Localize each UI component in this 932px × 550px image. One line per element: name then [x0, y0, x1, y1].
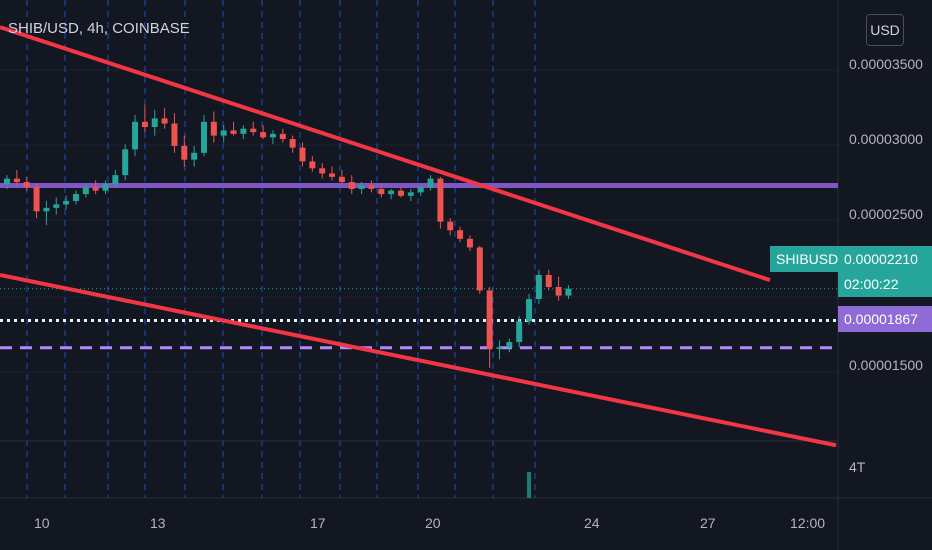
- candle-body: [269, 133, 276, 138]
- volume-bar: [527, 472, 532, 498]
- candle-body: [358, 185, 365, 189]
- candle-body: [398, 190, 404, 196]
- price-tick: 0.00001500: [849, 357, 923, 373]
- candle-body: [161, 118, 168, 124]
- candle-body: [417, 187, 424, 193]
- candle-body: [545, 274, 552, 287]
- candle-body: [72, 194, 79, 201]
- candle-body: [378, 188, 385, 195]
- candle-body: [102, 183, 109, 191]
- candle-body: [230, 130, 237, 134]
- time-tick: 10: [34, 515, 50, 531]
- candle-body: [289, 139, 296, 148]
- symbol-title[interactable]: SHIB/USD, 4h, COINBASE: [8, 20, 190, 37]
- candle-body: [82, 187, 89, 195]
- trendline: [0, 272, 837, 448]
- price-tick: 0.00002500: [849, 206, 923, 222]
- last-price-badge: 0.00002210: [838, 246, 932, 272]
- candle-body: [486, 290, 493, 349]
- candle-body: [368, 185, 375, 189]
- currency-button[interactable]: USD: [866, 14, 904, 46]
- candle-body: [299, 147, 306, 162]
- candle-body: [33, 187, 40, 212]
- candle-body: [122, 149, 129, 176]
- trendline: [0, 25, 771, 283]
- candle-body: [220, 130, 227, 136]
- candle-body: [141, 121, 148, 127]
- candle-body: [23, 182, 30, 188]
- time-tick: 13: [150, 515, 166, 531]
- candle-body: [151, 118, 158, 127]
- candle-body: [516, 321, 523, 343]
- candle-body: [53, 204, 60, 208]
- candle-body: [437, 178, 444, 222]
- candle-body: [201, 121, 207, 153]
- candle-body: [63, 200, 70, 205]
- candle-body: [279, 133, 286, 140]
- candle-body: [526, 299, 533, 322]
- time-tick: 24: [584, 515, 600, 531]
- price-tick: 0.00003500: [849, 56, 923, 72]
- candle-body: [506, 342, 513, 348]
- price-tick: 0.00003000: [849, 131, 923, 147]
- candle-body: [250, 128, 257, 133]
- candle-body: [555, 286, 562, 296]
- time-tick: 17: [310, 515, 326, 531]
- candle-body: [171, 123, 178, 146]
- candle-body: [329, 173, 336, 177]
- candle-body: [407, 192, 414, 196]
- candle-body: [388, 190, 395, 195]
- candle-body: [466, 238, 473, 248]
- candle-body: [260, 132, 267, 138]
- candle-body: [92, 187, 99, 191]
- time-tick: 12:00: [790, 515, 826, 531]
- time-tick: 20: [425, 515, 441, 531]
- candle-body: [348, 182, 355, 189]
- volume-axis-label: 4T: [849, 459, 866, 475]
- candle-body: [476, 247, 483, 291]
- candle-body: [13, 178, 20, 183]
- candle-body: [496, 347, 503, 349]
- candle-body: [181, 145, 188, 160]
- candle-body: [43, 207, 50, 212]
- candle-body: [4, 178, 10, 184]
- level-price-badge: 0.00001867: [838, 306, 932, 332]
- candle-body: [132, 121, 139, 150]
- candle-body: [427, 178, 434, 188]
- candle-body: [319, 168, 326, 174]
- candle-body: [210, 121, 217, 136]
- candle-body: [565, 288, 572, 296]
- candle-body: [309, 161, 316, 169]
- candle-body: [338, 176, 345, 183]
- candle-body: [191, 152, 198, 160]
- symbol-badge: SHIBUSD: [770, 246, 845, 272]
- time-tick: 27: [700, 515, 716, 531]
- countdown-badge: 02:00:22: [838, 271, 932, 297]
- candle-body: [447, 221, 454, 231]
- candle-body: [112, 175, 119, 184]
- candle-body: [535, 274, 542, 300]
- candle-body: [457, 230, 464, 239]
- candle-body: [240, 128, 247, 134]
